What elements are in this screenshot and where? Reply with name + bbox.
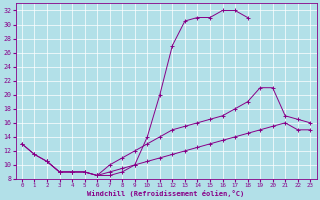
X-axis label: Windchill (Refroidissement éolien,°C): Windchill (Refroidissement éolien,°C) xyxy=(87,190,245,197)
